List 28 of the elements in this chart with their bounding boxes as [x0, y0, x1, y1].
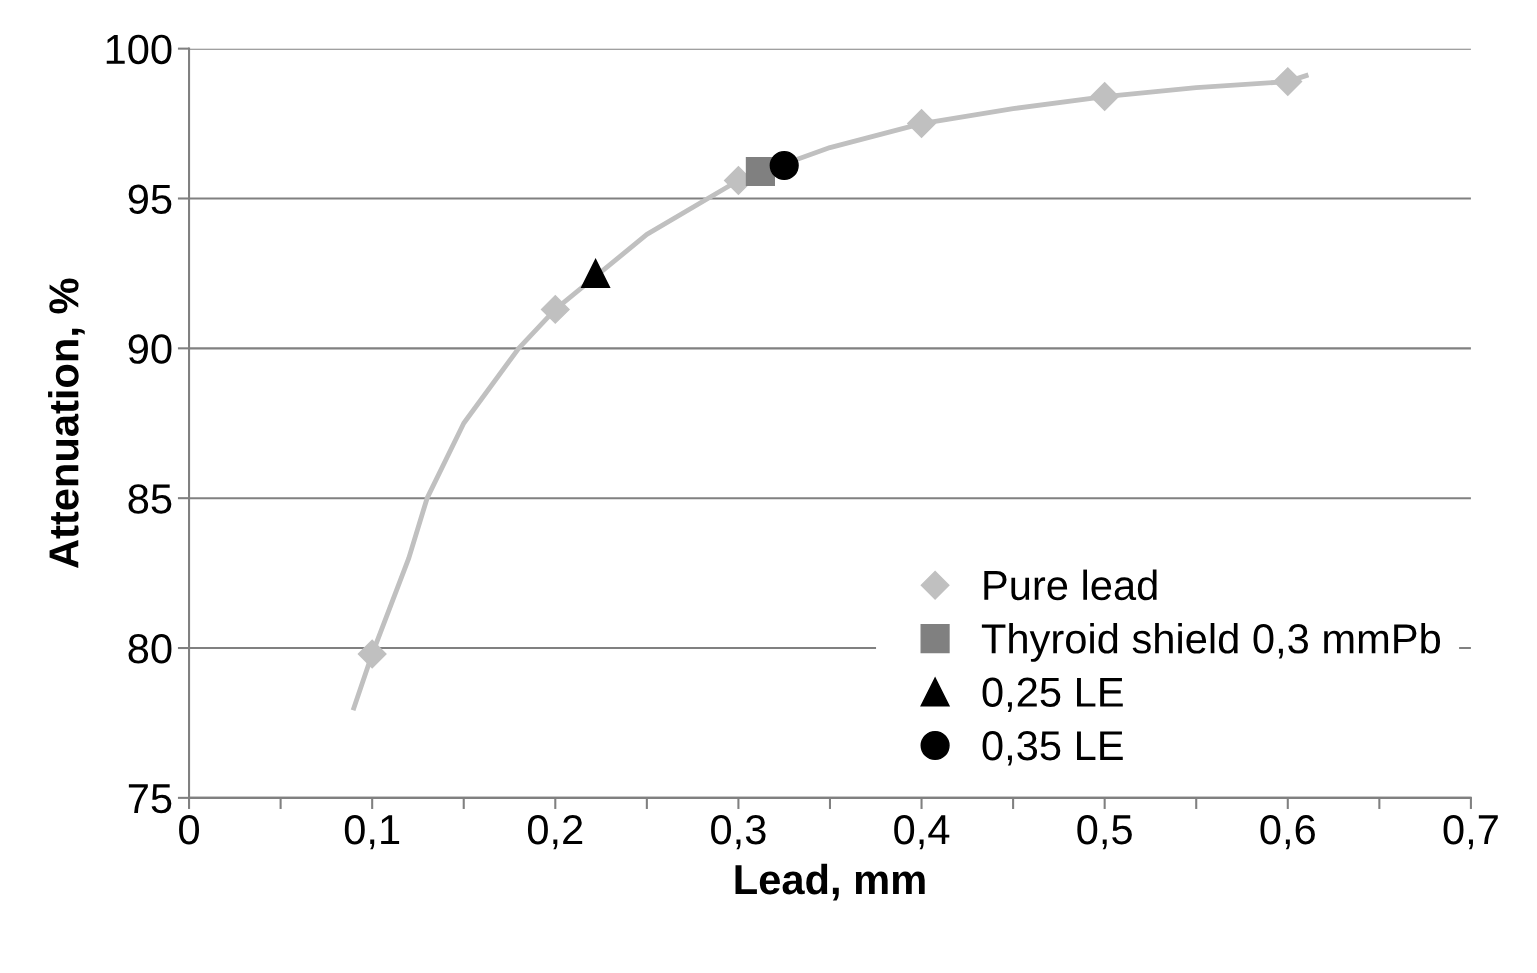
legend-label: Thyroid shield 0,3 mmPb: [981, 623, 1441, 662]
y-tick-label: 85: [128, 484, 172, 514]
x-axis-title: Lead, mm: [735, 863, 925, 901]
y-tick-label: 75: [128, 784, 172, 814]
x-tick-label: 0,3: [711, 814, 766, 850]
x-tick-label: 0,1: [344, 814, 400, 850]
point: [1090, 82, 1120, 112]
y-tick-label: 80: [128, 634, 172, 664]
legend-label: 0,35 LE: [982, 730, 1123, 766]
y-tick-label: 100: [106, 34, 172, 65]
point: [769, 150, 799, 181]
point: [357, 639, 387, 669]
point: [745, 156, 775, 187]
y-tick-label: 95: [128, 184, 172, 214]
point: [580, 258, 611, 288]
x-tick-label: 0,2: [527, 814, 583, 850]
legend-label: 0,25 LE: [982, 677, 1123, 712]
y-tick-label: 90: [128, 334, 172, 364]
x-tick-label: 0: [179, 814, 200, 845]
point: [1273, 67, 1303, 97]
x-tick-label: 0,5: [1077, 814, 1132, 850]
point: [540, 294, 570, 324]
x-tick-label: 0,4: [894, 814, 950, 850]
point: [907, 109, 936, 139]
legend-label: Pure lead: [984, 569, 1157, 601]
x-tick-label: 0,6: [1260, 814, 1315, 850]
x-tick-label: 0,7: [1443, 814, 1498, 850]
y-axis-title: Attenuation, %: [48, 278, 85, 569]
